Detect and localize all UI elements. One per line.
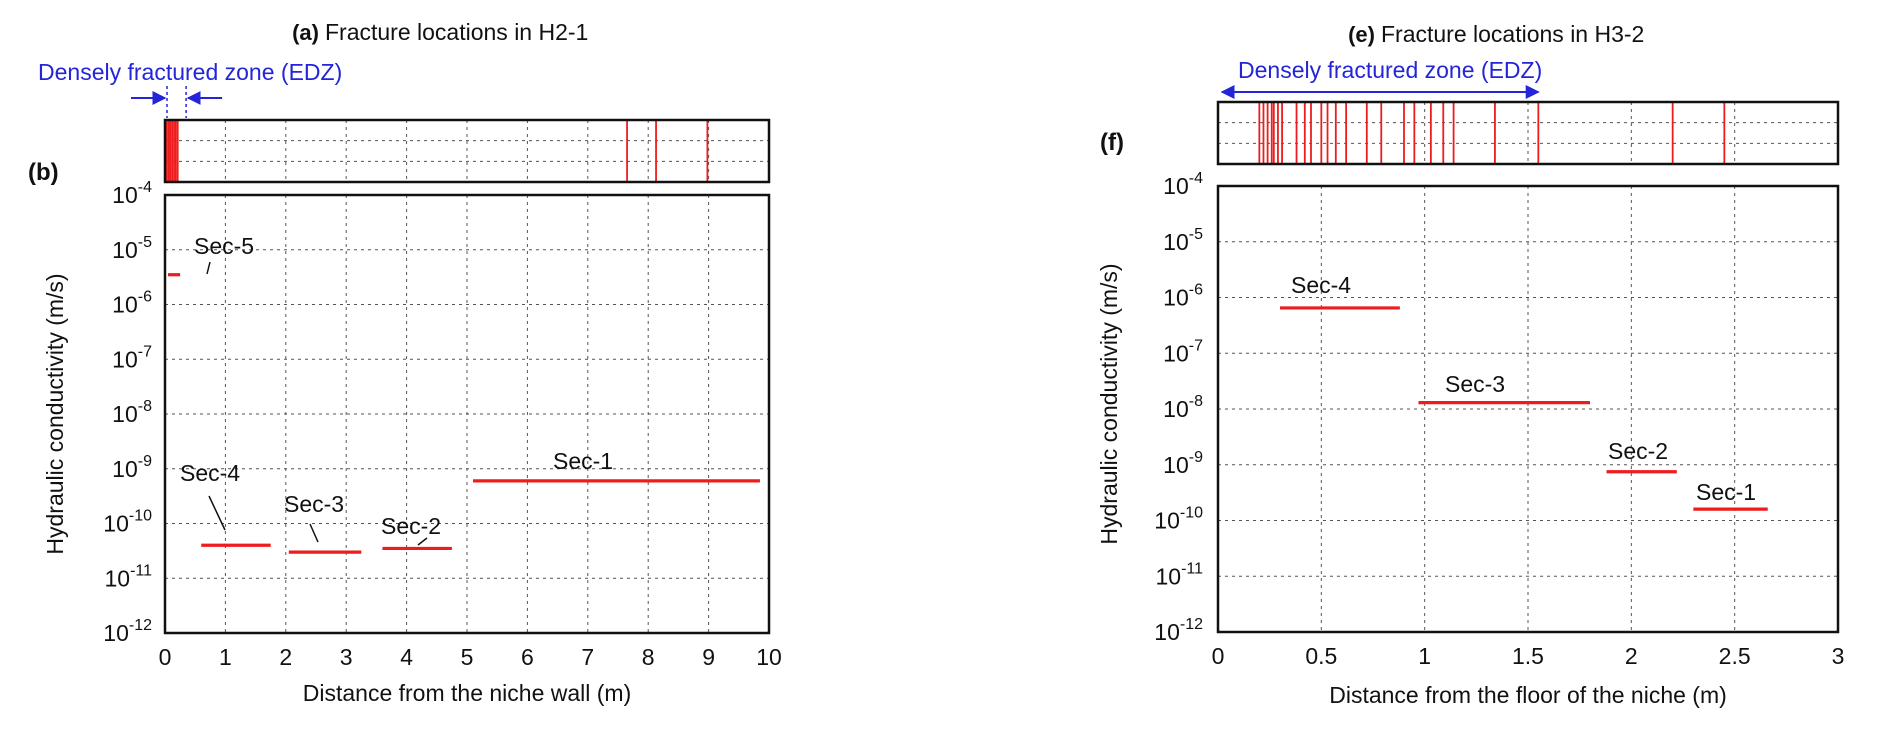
segment-label: Sec-1 [1696, 479, 1756, 505]
left-edz-label: Densely fractured zone (EDZ) [38, 59, 342, 85]
x-tick-label: 10 [756, 644, 782, 670]
segment-label: Sec-3 [284, 491, 344, 517]
x-tick-label: 6 [521, 644, 534, 670]
right-y-tick-labels: 10-12 10-11 10-10 10-9 10-8 10-7 10-6 10-5 10-4 [1154, 170, 1203, 645]
right-x-axis-label: Distance from the floor of the niche (m) [1329, 682, 1727, 708]
left-strip-panel-label: (a) [292, 20, 319, 45]
y-tick-label: 10-4 [112, 179, 152, 208]
x-tick-label: 9 [702, 644, 715, 670]
x-tick-label: 1 [219, 644, 232, 670]
y-tick-label: 10-10 [103, 508, 152, 537]
left-y-axis-label: Hydraulic conductivity (m/s) [42, 273, 68, 554]
segment-label: Sec-4 [1291, 272, 1351, 298]
left-x-tick-labels: 0 1 2 3 4 5 6 7 8 9 10 [159, 644, 782, 670]
right-fracture-panel: (e) Fracture locations in H3-2 Densely f… [1216, 21, 1840, 166]
right-segment-labels: Sec-4 Sec-3 Sec-2 Sec-1 [1291, 272, 1756, 505]
left-strip-frame [163, 118, 771, 184]
y-tick-label: 10-6 [112, 289, 152, 318]
left-x-axis-label: Distance from the niche wall (m) [303, 680, 632, 706]
x-tick-label: 0 [159, 644, 172, 670]
right-fracture-lines [1258, 102, 1726, 164]
x-tick-label: 5 [461, 644, 474, 670]
right-strip-frame [1216, 100, 1840, 166]
x-tick-label: 2 [1625, 643, 1638, 669]
right-plot-frame [1216, 184, 1840, 634]
left-y-tick-labels: 10-12 10-11 10-10 10-9 10-8 10-7 10-6 10-5 10-4 [103, 179, 152, 646]
y-tick-label: 10-10 [1154, 505, 1203, 534]
right-edz-label: Densely fractured zone (EDZ) [1238, 57, 1542, 83]
segment-label: Sec-1 [553, 448, 613, 474]
right-conductivity-panel: (f) 0 0.5 1 1.5 2 2.5 3 10-1210-1110-1010-910-… [1096, 129, 1844, 708]
right-chart-panel-label: (f) [1100, 129, 1124, 156]
left-gridlines [165, 195, 769, 633]
y-tick-label: 10-8 [112, 398, 152, 427]
x-tick-label: 3 [1832, 643, 1845, 669]
y-tick-label: 10-6 [1163, 282, 1203, 311]
y-tick-label: 10-4 [1163, 170, 1203, 199]
left-segment-labels: Sec-5 Sec-4 Sec-3 Sec-2 Sec-1 [180, 233, 613, 546]
segment-leader [309, 523, 319, 543]
x-tick-label: 7 [581, 644, 594, 670]
segment-label: Sec-2 [381, 513, 441, 539]
left-conductivity-panel: (b) 0 1 2 3 4 5 6 7 8 9 10 10-12 10-11 10-10 10-9 10-8… [28, 159, 782, 706]
segment-label: Sec-2 [1608, 438, 1668, 464]
x-tick-label: 3 [340, 644, 353, 670]
left-edz-arrows [131, 86, 223, 118]
segment-leader [206, 261, 211, 275]
x-tick-label: 0.5 [1305, 643, 1337, 669]
right-strip-title: Fracture locations in H3-2 [1381, 21, 1644, 47]
right-strip-panel-label: (e) [1348, 22, 1375, 47]
left-chart-panel-label: (b) [28, 159, 59, 186]
x-tick-label: 2.5 [1719, 643, 1751, 669]
segment-label: Sec-4 [180, 460, 240, 486]
x-tick-label: 8 [642, 644, 655, 670]
y-tick-label: 10-12 [1154, 616, 1203, 645]
y-tick-label: 10-9 [1163, 449, 1203, 478]
y-tick-label: 10-11 [104, 562, 152, 591]
right-segments [1280, 306, 1768, 511]
x-tick-label: 4 [400, 644, 413, 670]
x-tick-label: 2 [279, 644, 292, 670]
y-tick-label: 10-12 [103, 617, 152, 646]
x-tick-label: 1.5 [1512, 643, 1544, 669]
left-segments [168, 273, 760, 554]
right-y-axis-label: Hydraulic conductivity (m/s) [1096, 263, 1122, 544]
y-tick-label: 10-8 [1163, 393, 1203, 422]
x-tick-label: 1 [1418, 643, 1431, 669]
y-tick-label: 10-5 [112, 234, 152, 263]
left-plot-frame [163, 193, 771, 635]
x-tick-label: 0 [1212, 643, 1225, 669]
right-x-tick-labels: 0 0.5 1 1.5 2 2.5 3 [1212, 643, 1845, 669]
segment-leader [208, 495, 226, 531]
y-tick-label: 10-5 [1163, 226, 1203, 255]
left-fracture-lines [165, 120, 709, 182]
segment-label: Sec-3 [1445, 371, 1505, 397]
segment-leader [417, 537, 428, 546]
left-fracture-panel: (a) Fracture locations in H2-1 Densely f… [38, 19, 771, 184]
left-strip-grid [165, 120, 769, 182]
y-tick-label: 10-7 [1163, 337, 1203, 366]
segment-label: Sec-5 [194, 233, 254, 259]
right-gridlines [1218, 186, 1838, 632]
y-tick-label: 10-7 [112, 343, 152, 372]
y-tick-label: 10-11 [1155, 560, 1203, 589]
y-tick-label: 10-9 [112, 453, 152, 482]
left-strip-title: Fracture locations in H2-1 [325, 19, 588, 45]
